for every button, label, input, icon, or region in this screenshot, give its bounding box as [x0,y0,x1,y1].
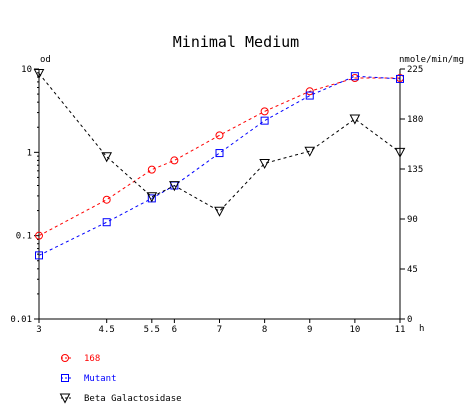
legend: 168 Mutant Beta Galactosidase [59,354,182,404]
data-point [170,156,179,165]
data-point [259,158,270,170]
series-line [38,75,401,256]
left-y-tick-label: 10 [21,65,32,75]
legend-label: Mutant [84,374,117,384]
data-point [102,195,111,204]
right-y-tick-label: 225 [407,65,423,75]
data-point [349,114,361,125]
x-axis-unit-label: h [419,324,424,334]
data-point [305,87,314,96]
left-axis-unit-label: od [40,55,51,65]
data-point [304,146,316,157]
right-axis-unit-label: nmole/min/mg [399,55,464,65]
legend-marker [61,354,69,362]
left-y-tick-label: 1 [27,148,32,158]
data-point [35,251,43,260]
legend-marker [61,374,69,382]
legend-marker [59,393,71,404]
x-tick-label: 3 [36,325,41,335]
data-point [214,206,225,217]
x-tick-label: 11 [395,325,406,335]
x-tick-label: 9 [307,325,312,335]
series-line [38,73,401,212]
right-y-tick-label: 0 [407,315,412,325]
data-point [215,131,224,140]
right-y-tick-label: 135 [407,165,423,175]
x-tick-label: 6 [172,325,177,335]
left-y-tick-label: 0.01 [10,315,32,325]
right-y-tick-label: 45 [407,265,418,275]
left-y-tick-label: 0.1 [16,232,32,242]
x-tick-label: 10 [349,325,360,335]
data-point [146,192,158,203]
chart-title: Minimal Medium [173,33,299,51]
x-tick-label: 7 [217,325,222,335]
legend-label: Beta Galactosidase [84,394,182,404]
plot-area: 3 4.5 5.5 6 7 8 9 10 11 0.01 0.1 1 10 0 45 90 135 180 225 [10,65,423,335]
right-y-tick-label: 90 [407,215,418,225]
x-tick-label: 4.5 [99,325,115,335]
right-y-tick-label: 180 [407,115,423,125]
data-point [169,181,180,192]
data-point [102,218,111,227]
data-point [215,149,224,158]
data-point [305,91,314,100]
data-point [396,74,404,83]
x-tick-label: 8 [262,325,267,335]
data-point [35,231,43,240]
data-point [394,147,406,158]
data-point [33,68,45,80]
data-point [350,72,359,81]
data-point [260,107,269,116]
data-point [260,116,269,125]
data-point [101,152,113,163]
data-point [147,165,156,174]
x-tick-label: 5.5 [144,325,160,335]
legend-label: 168 [84,354,100,364]
